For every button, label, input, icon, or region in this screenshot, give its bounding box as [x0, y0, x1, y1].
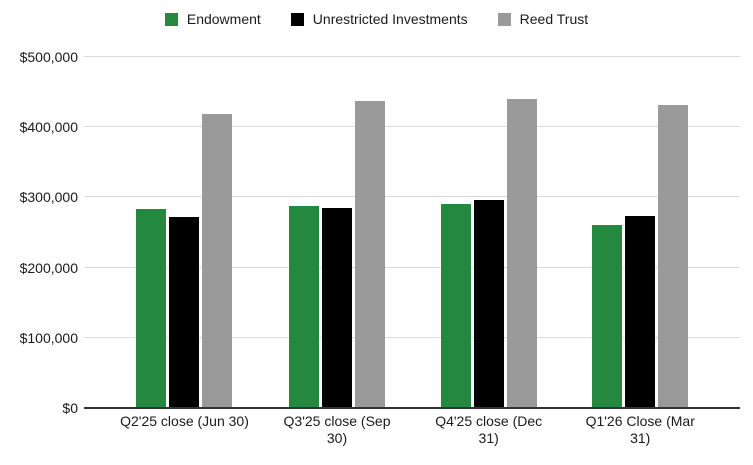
bar-unrestricted-investments-group1	[169, 217, 199, 408]
x-tick-label-line: Q1'26 Close (Mar	[585, 413, 695, 429]
bar-reed-trust-group4	[658, 104, 688, 408]
bar-unrestricted-investments-group4	[625, 216, 655, 408]
x-axis-line	[84, 407, 740, 409]
chart-legend: Endowment Unrestricted Investments Reed Tr…	[0, 11, 753, 27]
legend-swatch-icon	[497, 12, 511, 26]
legend-label: Reed Trust	[519, 11, 589, 27]
gridline	[84, 196, 740, 197]
x-tick-label: Q3'25 close (Sep 30)	[284, 413, 391, 447]
x-tick-label-line: Q3'25 close (Sep	[283, 413, 391, 429]
bar-endowment-group1	[136, 208, 166, 408]
plot-area	[84, 56, 740, 409]
gridline	[84, 56, 740, 57]
x-tick-label-line: 31)	[630, 430, 651, 446]
legend-swatch-icon	[290, 12, 304, 26]
legend-swatch-icon	[164, 12, 178, 26]
y-tick-label: $400,000	[19, 119, 78, 135]
bar-unrestricted-investments-group2	[322, 207, 352, 408]
legend-label: Unrestricted Investments	[312, 11, 468, 27]
x-axis-labels: Q2'25 close (Jun 30) Q3'25 close (Sep 30) Q…	[84, 413, 740, 453]
bar-unrestricted-investments-group3	[474, 200, 504, 408]
bar-reed-trust-group2	[355, 101, 385, 408]
legend-label: Endowment	[186, 11, 261, 27]
bar-endowment-group2	[289, 205, 319, 408]
bar-endowment-group4	[592, 224, 622, 408]
x-tick-label: Q4'25 close (Dec 31)	[435, 413, 542, 447]
x-tick-label: Q1'26 Close (Mar 31)	[586, 413, 695, 447]
bar-reed-trust-group3	[507, 99, 537, 408]
y-tick-label: $0	[62, 400, 78, 416]
y-tick-label: $200,000	[19, 260, 78, 276]
x-tick-label: Q2'25 close (Jun 30)	[120, 413, 249, 430]
bar-reed-trust-group1	[202, 113, 232, 408]
legend-item-2: Unrestricted Investments	[290, 11, 468, 27]
legend-item-3: Reed Trust	[497, 11, 589, 27]
y-tick-label: $300,000	[19, 189, 78, 205]
bar-endowment-group3	[441, 204, 471, 408]
x-tick-label-line: 30)	[326, 430, 348, 446]
x-tick-label-line: Q2'25 close (Jun 30)	[120, 413, 249, 429]
gridline	[84, 126, 740, 127]
y-tick-label: $100,000	[19, 330, 78, 346]
gridline	[84, 267, 740, 268]
x-tick-label-line: 31)	[478, 430, 499, 446]
y-tick-label: $500,000	[19, 49, 78, 65]
legend-item-1: Endowment	[164, 11, 261, 27]
x-tick-label-line: Q4'25 close (Dec	[435, 413, 543, 429]
y-axis-labels: $0 $100,000 $200,000 $300,000 $400,000 $500,0…	[0, 49, 78, 416]
gridline	[84, 337, 740, 338]
